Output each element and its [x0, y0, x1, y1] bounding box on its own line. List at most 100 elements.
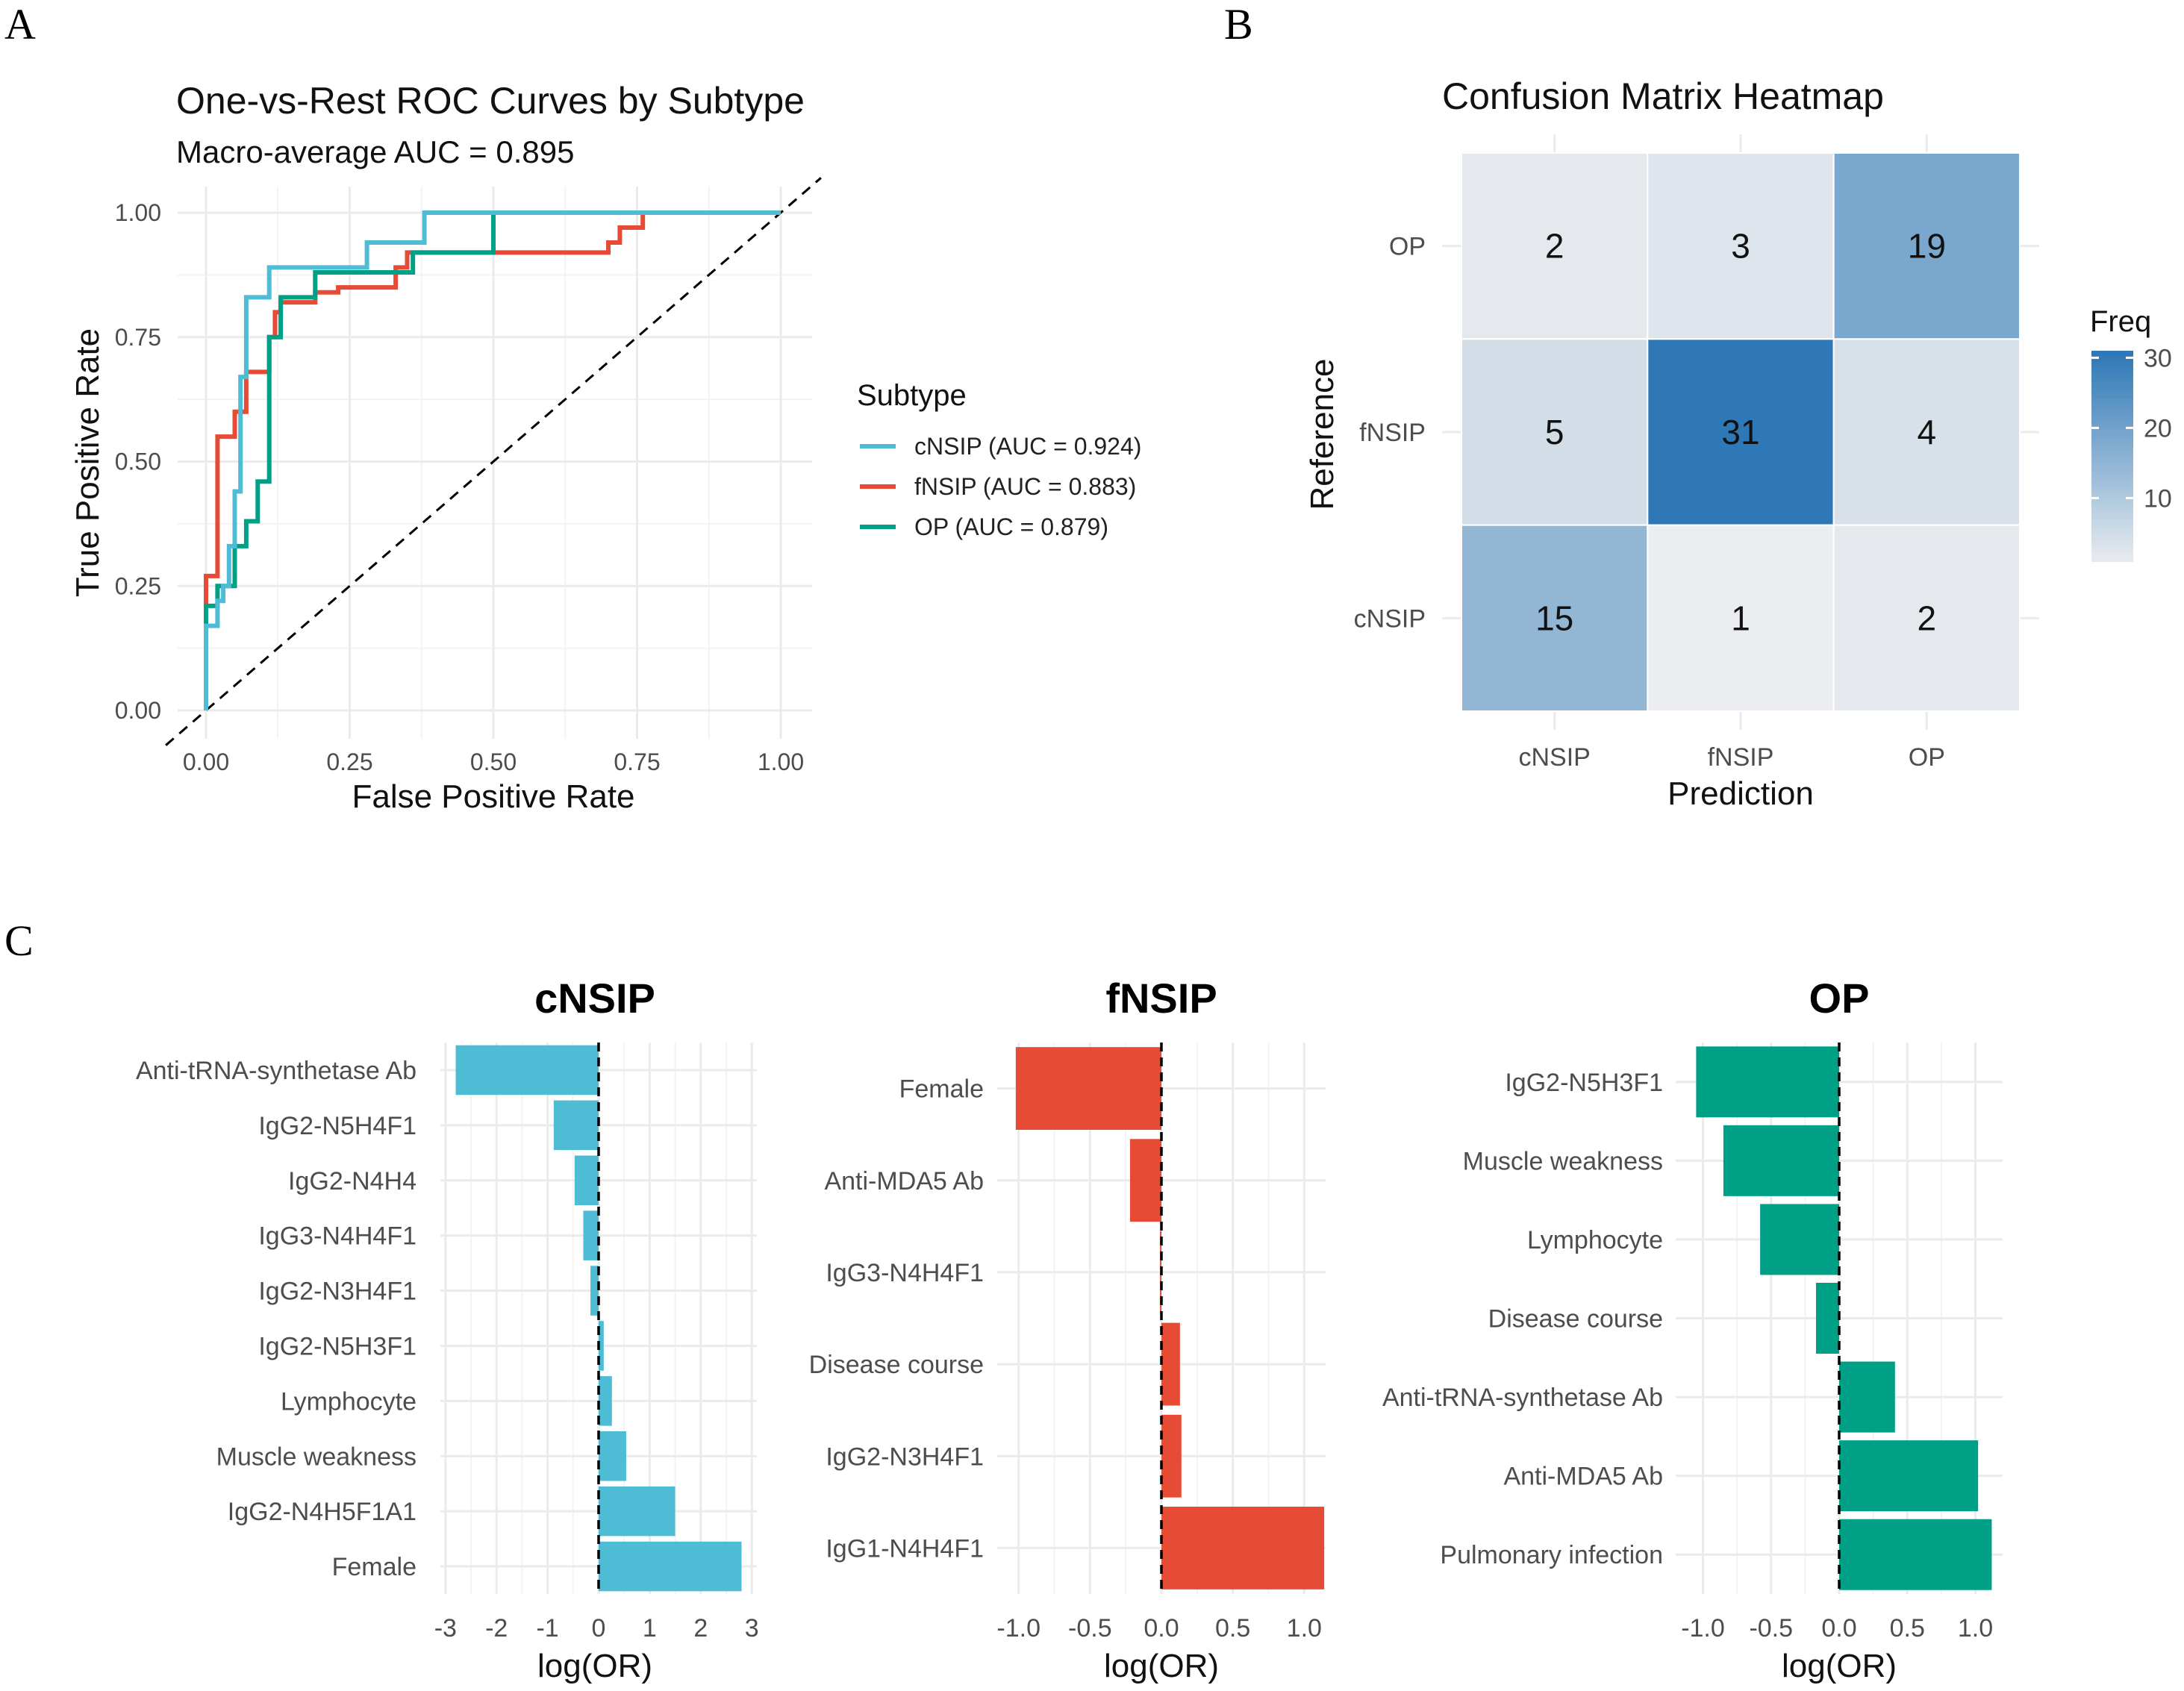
or-fnsip-category-label: Female — [899, 1075, 984, 1104]
roc-series-line — [204, 210, 781, 710]
or-cnsip-category-label: IgG3-N4H4F1 — [258, 1222, 416, 1251]
roc-legend-title: Subtype — [857, 379, 967, 412]
or-fnsip-x-tick-label: 0.5 — [1215, 1614, 1250, 1642]
confusion-colorbar-segment — [2091, 387, 2133, 394]
confusion-colorbar-segment — [2091, 413, 2133, 420]
confusion-colorbar-segment — [2091, 393, 2133, 399]
confusion-colorbar-segment — [2091, 456, 2133, 463]
confusion-cell — [1647, 152, 1835, 340]
or-cnsip-category-label: Lymphocyte — [281, 1387, 416, 1416]
or-fnsip-x-tick-label: 1.0 — [1287, 1614, 1322, 1642]
or-fnsip-bar — [1015, 1047, 1161, 1131]
or-op-bar — [1696, 1046, 1839, 1118]
roc-y-tick-label: 1.00 — [115, 199, 161, 226]
confusion-x-tick-label: cNSIP — [1518, 743, 1590, 772]
confusion-cell-value: 15 — [1535, 598, 1573, 637]
or-cnsip-x-tick-label: -2 — [485, 1614, 508, 1642]
confusion-y-tick-label: cNSIP — [1354, 604, 1426, 633]
roc-x-tick-label: 0.75 — [614, 748, 660, 775]
confusion-colorbar-segment — [2091, 498, 2133, 504]
or-fnsip-bar — [1161, 1414, 1182, 1498]
confusion-cell — [1832, 338, 2021, 526]
or-cnsip-bar — [599, 1541, 742, 1592]
confusion-colorbar-segment — [2091, 472, 2133, 478]
roc-series-line — [204, 210, 781, 710]
or-fnsip-x-tick-label: -0.5 — [1068, 1614, 1112, 1642]
confusion-colorbar-label: 20 — [2144, 414, 2172, 443]
or-op-x-tick-label: 1.0 — [1958, 1614, 1993, 1642]
confusion-cell-value: 31 — [1721, 413, 1759, 451]
or-fnsip-category-label: IgG1-N4H4F1 — [826, 1534, 984, 1563]
confusion-cell — [1832, 524, 2021, 713]
confusion-xlabel: Prediction — [1667, 775, 1814, 812]
roc-ylabel: True Positive Rate — [69, 328, 106, 597]
or-op-category-label: Pulmonary infection — [1440, 1541, 1663, 1569]
or-op-bar — [1815, 1282, 1839, 1354]
confusion-colorbar-segment — [2091, 445, 2133, 451]
or-cnsip-category-label: IgG2-N4H4 — [288, 1167, 416, 1195]
confusion-cell-value: 3 — [1731, 227, 1750, 266]
or-fnsip-xlabel: log(OR) — [1104, 1648, 1219, 1684]
confusion-colorbar-segment — [2091, 408, 2133, 415]
roc-x-tick-label: 0.25 — [326, 748, 372, 775]
confusion-colorbar-label: 10 — [2144, 484, 2172, 513]
confusion-colorbar-segment — [2091, 540, 2133, 546]
or-cnsip-xlabel: log(OR) — [537, 1648, 652, 1684]
or-fnsip-x-tick-label: -1.0 — [996, 1614, 1040, 1642]
roc-legend-label: cNSIP (AUC = 0.924) — [914, 433, 1141, 460]
confusion-colorbar-segment — [2091, 466, 2133, 473]
or-cnsip-category-label: Anti-tRNA-synthetase Ab — [136, 1057, 416, 1085]
or-fnsip-title: fNSIP — [1105, 975, 1217, 1022]
or-fnsip-bar — [1161, 1322, 1180, 1406]
or-cnsip-category-label: Female — [332, 1553, 416, 1581]
confusion-colorbar-segment — [2091, 482, 2133, 489]
or-op-bar — [1839, 1519, 1992, 1590]
confusion-colorbar-segment — [2091, 477, 2133, 484]
roc-x-tick-label: 0.00 — [183, 748, 229, 775]
or-op-category-label: Lymphocyte — [1527, 1226, 1663, 1254]
panel-letter-b: B — [1224, 0, 1253, 49]
confusion-cell-value: 2 — [1918, 598, 1937, 637]
or-op-bar — [1839, 1440, 1979, 1512]
roc-x-tick-label: 1.00 — [758, 748, 804, 775]
or-cnsip-title: cNSIP — [534, 975, 655, 1022]
confusion-ylabel: Reference — [1304, 358, 1341, 510]
or-cnsip-x-tick-label: 3 — [745, 1614, 759, 1642]
or-fnsip-category-label: IgG2-N3H4F1 — [826, 1442, 984, 1471]
confusion-colorbar-segment — [2091, 356, 2133, 363]
confusion-colorbar-segment — [2091, 534, 2133, 541]
confusion-colorbar-segment — [2091, 503, 2133, 510]
confusion-colorbar-segment — [2091, 508, 2133, 515]
or-cnsip-category-label: IgG2-N5H3F1 — [258, 1332, 416, 1360]
confusion-colorbar-segment — [2091, 424, 2133, 431]
confusion-cell-value: 5 — [1545, 413, 1564, 451]
confusion-cell-value: 2 — [1545, 227, 1564, 266]
confusion-colorbar-segment — [2091, 419, 2133, 425]
confusion-cell — [1461, 524, 1649, 713]
or-op-x-tick-label: 0.0 — [1821, 1614, 1856, 1642]
confusion-colorbar-segment — [2091, 377, 2133, 384]
or-op-x-tick-label: 0.5 — [1890, 1614, 1925, 1642]
or-fnsip-bar — [1161, 1506, 1325, 1590]
confusion-colorbar-segment — [2091, 450, 2133, 457]
confusion-colorbar-label: 30 — [2144, 344, 2172, 372]
or-fnsip-x-tick-label: 0.0 — [1144, 1614, 1179, 1642]
or-fnsip-category-label: IgG3-N4H4F1 — [826, 1259, 984, 1287]
confusion-colorbar-segment — [2091, 529, 2133, 536]
or-op-title: OP — [1809, 975, 1870, 1022]
confusion-cell — [1647, 338, 1835, 526]
roc-xlabel: False Positive Rate — [352, 778, 634, 815]
or-cnsip-category-label: IgG2-N3H4F1 — [258, 1278, 416, 1306]
or-bar-chart-op: -1.0 -0.5 0.0 0.5 1.0 IgG2-N5H3F1 Muscle weakn… — [1382, 975, 2003, 1684]
or-cnsip-category-label: IgG2-N4H5F1A1 — [228, 1498, 416, 1526]
confusion-colorbar-segment — [2091, 524, 2133, 531]
roc-legend-label: fNSIP (AUC = 0.883) — [914, 473, 1136, 500]
confusion-colorbar-segment — [2091, 555, 2133, 562]
or-fnsip-category-label: Anti-MDA5 Ab — [824, 1167, 984, 1195]
confusion-cell-value: 4 — [1918, 413, 1937, 451]
or-op-category-label: Anti-MDA5 Ab — [1503, 1463, 1663, 1491]
confusion-colorbar-segment — [2091, 366, 2133, 373]
or-cnsip-x-tick-label: 0 — [592, 1614, 606, 1642]
or-op-category-label: Muscle weakness — [1463, 1147, 1663, 1175]
